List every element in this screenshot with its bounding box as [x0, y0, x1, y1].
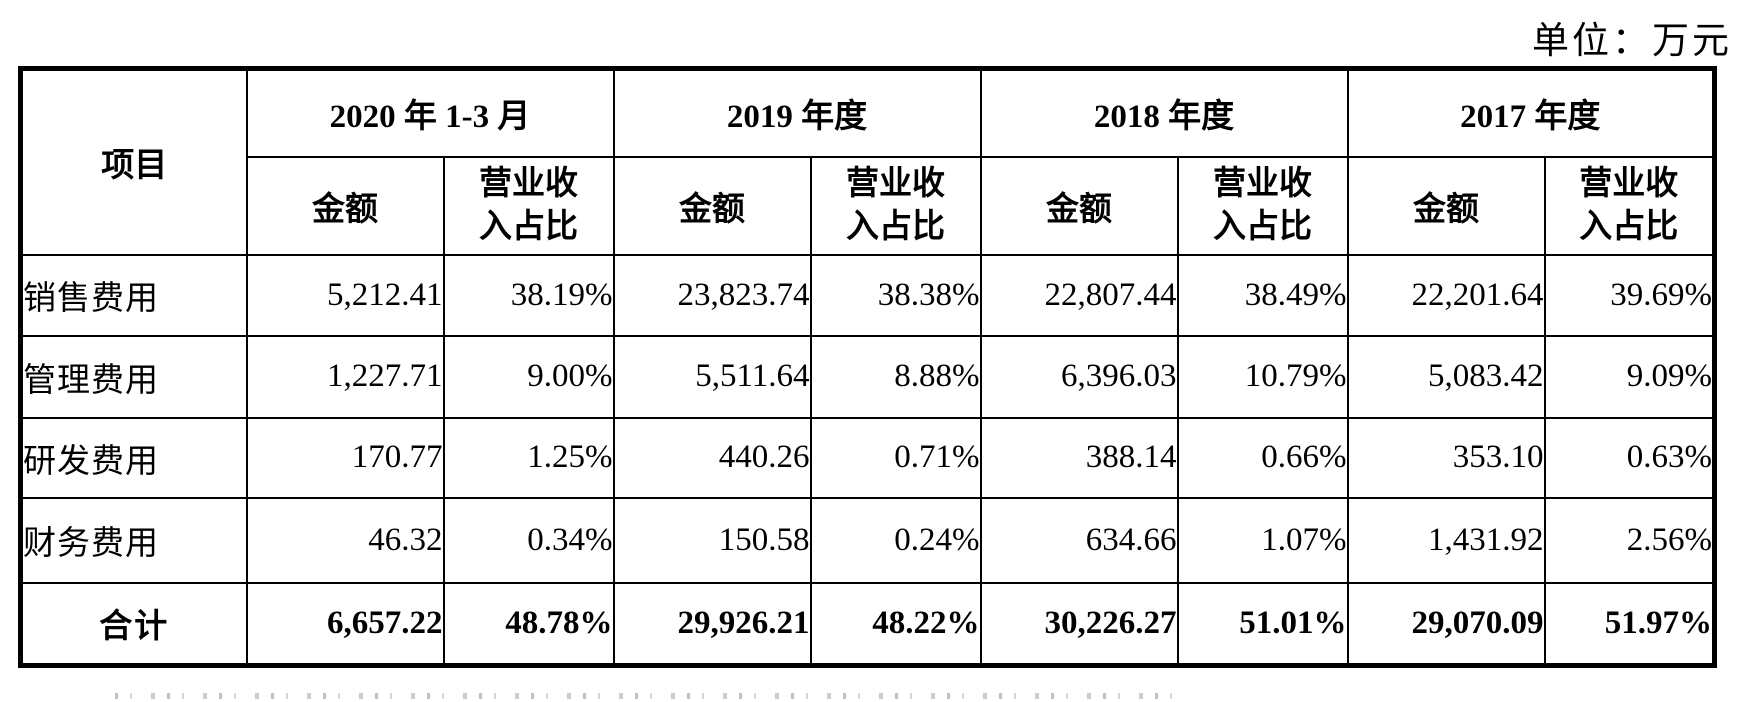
cell-ratio: 0.24%: [809, 496, 982, 584]
header-ratio-2020: 营业收入占比: [442, 155, 615, 256]
table-row-financial-expenses: 财务费用 46.32 0.34% 150.58 0.24% 634.66 1.0…: [19, 496, 1716, 584]
unit-label: 单位：万元: [1532, 21, 1732, 62]
header-period-2017: 2017 年度: [1346, 67, 1716, 158]
cell-amount: 440.26: [612, 416, 812, 499]
cell-amount: 388.14: [979, 416, 1179, 499]
table-row-total: 合计 6,657.22 48.78% 29,926.21 48.22% 30,2…: [19, 581, 1716, 667]
cell-amount: 6,657.22: [245, 581, 445, 667]
row-label: 合计: [19, 581, 248, 667]
cell-ratio: 38.38%: [809, 253, 982, 337]
cell-ratio: 1.25%: [442, 416, 615, 499]
cell-amount: 170.77: [245, 416, 445, 499]
cell-ratio: 8.88%: [809, 334, 982, 419]
row-label: 研发费用: [19, 416, 248, 499]
header-amount-2020: 金额: [245, 155, 445, 256]
table-row-admin-expenses: 管理费用 1,227.71 9.00% 5,511.64 8.88% 6,396…: [19, 334, 1716, 419]
cell-amount: 29,926.21: [612, 581, 812, 667]
cell-amount: 353.10: [1346, 416, 1546, 499]
header-ratio-2019: 营业收入占比: [809, 155, 982, 256]
table-row-rd-expenses: 研发费用 170.77 1.25% 440.26 0.71% 388.14 0.…: [19, 416, 1716, 499]
cell-ratio: 51.97%: [1543, 581, 1716, 667]
cell-amount: 23,823.74: [612, 253, 812, 337]
header-amount-2018: 金额: [979, 155, 1179, 256]
cell-ratio: 0.71%: [809, 416, 982, 499]
cell-amount: 5,212.41: [245, 253, 445, 337]
cell-ratio: 1.07%: [1176, 496, 1349, 584]
row-label: 销售费用: [19, 253, 248, 337]
cell-amount: 22,201.64: [1346, 253, 1546, 337]
cell-amount: 5,083.42: [1346, 334, 1546, 419]
cell-amount: 30,226.27: [979, 581, 1179, 667]
cell-ratio: 0.34%: [442, 496, 615, 584]
cell-ratio: 9.00%: [442, 334, 615, 419]
cell-ratio: 2.56%: [1543, 496, 1716, 584]
header-ratio-label: 营业收入占比: [1579, 165, 1679, 245]
cell-amount: 5,511.64: [612, 334, 812, 419]
cell-ratio: 48.78%: [442, 581, 615, 667]
cell-amount: 634.66: [979, 496, 1179, 584]
cell-ratio: 0.63%: [1543, 416, 1716, 499]
header-period-2020-q1: 2020 年 1-3 月: [245, 67, 615, 158]
period-expense-table: 项目 2020 年 1-3 月 2019 年度 2018 年度 2017 年度 …: [18, 66, 1717, 668]
cell-amount: 22,807.44: [979, 253, 1179, 337]
cell-ratio: 48.22%: [809, 581, 982, 667]
clipped-text-remnant: [115, 693, 1173, 699]
cell-amount: 6,396.03: [979, 334, 1179, 419]
cell-amount: 29,070.09: [1346, 581, 1546, 667]
header-row-periods: 项目 2020 年 1-3 月 2019 年度 2018 年度 2017 年度: [19, 67, 1716, 256]
header-ratio-label: 营业收入占比: [1213, 165, 1312, 245]
cell-ratio: 39.69%: [1543, 253, 1716, 337]
header-period-2018: 2018 年度: [979, 67, 1349, 158]
cell-amount: 46.32: [245, 496, 445, 584]
header-ratio-label: 营业收入占比: [846, 165, 945, 245]
header-ratio-2017: 营业收入占比: [1543, 155, 1716, 256]
cell-amount: 150.58: [612, 496, 812, 584]
row-label: 财务费用: [19, 496, 248, 584]
header-period-2019: 2019 年度: [612, 67, 982, 158]
cell-ratio: 10.79%: [1176, 334, 1349, 419]
header-amount-2019: 金额: [612, 155, 812, 256]
cell-ratio: 38.19%: [442, 253, 615, 337]
cell-ratio: 9.09%: [1543, 334, 1716, 419]
cell-ratio: 0.66%: [1176, 416, 1349, 499]
header-item: 项目: [19, 67, 248, 256]
header-amount-2017: 金额: [1346, 155, 1546, 256]
cell-amount: 1,227.71: [245, 334, 445, 419]
header-row-subcolumns: 金额 营业收入占比 金额 营业收入占比 金额 营业收入占比 金额 营业收入占比: [21, 155, 1716, 256]
cell-ratio: 51.01%: [1176, 581, 1349, 667]
header-ratio-2018: 营业收入占比: [1176, 155, 1349, 256]
row-label: 管理费用: [19, 334, 248, 419]
header-ratio-label: 营业收入占比: [479, 165, 578, 245]
table-row-selling-expenses: 销售费用 5,212.41 38.19% 23,823.74 38.38% 22…: [19, 253, 1716, 337]
cell-amount: 1,431.92: [1346, 496, 1546, 584]
cell-ratio: 38.49%: [1176, 253, 1349, 337]
